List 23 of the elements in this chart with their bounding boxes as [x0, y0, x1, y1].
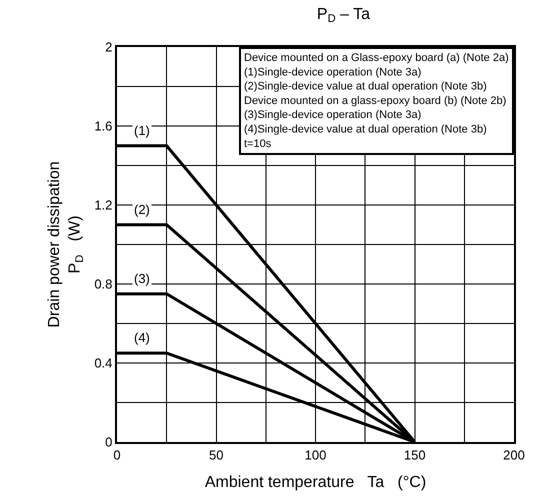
x-tick-label: 100: [304, 448, 326, 463]
x-axis-title: Ambient temperature Ta (°C): [204, 474, 426, 491]
series-label: (3): [134, 271, 150, 286]
x-tick-label: 150: [404, 448, 426, 463]
annotation: (2)Single-device value at dual operation (Note 3b): [244, 80, 487, 93]
y-tick-label: 0: [105, 434, 112, 450]
annotation: (3)Single-device operation (Note 3a): [244, 109, 422, 122]
y-tick-label: 1.2: [94, 198, 112, 213]
y-tick-label: 2: [105, 40, 112, 55]
chart-title: P$_{D}$ – Ta: [316, 6, 370, 26]
annotation: (4)Single-device value at dual operation (Note 3b): [244, 124, 487, 136]
y-tick-label: 1.6: [94, 118, 112, 134]
y-tick-label: 0.8: [94, 276, 112, 292]
x-tick-label: 50: [209, 448, 224, 463]
annotation: (1)Single-device operation (Note 3a): [244, 66, 422, 78]
annotation: Device mounted on a glass-epoxy board (b) (Note 2b): [244, 94, 506, 107]
series-label: (1): [134, 123, 150, 138]
series-label: (4): [134, 330, 150, 345]
series-label: (2): [134, 202, 150, 217]
x-tick-label: 200: [503, 448, 525, 463]
annotation: Device mounted on a Glass-epoxy board (a) (Note 2a): [244, 52, 509, 64]
y-tick-label: 0.4: [94, 356, 112, 371]
annotation: t=10s: [244, 138, 272, 150]
